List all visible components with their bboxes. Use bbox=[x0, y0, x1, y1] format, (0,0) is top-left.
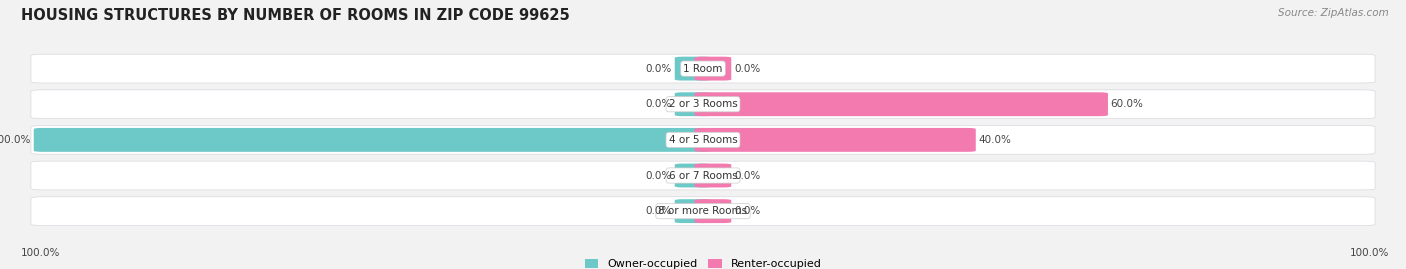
FancyBboxPatch shape bbox=[31, 54, 1375, 83]
Text: Source: ZipAtlas.com: Source: ZipAtlas.com bbox=[1278, 8, 1389, 18]
FancyBboxPatch shape bbox=[31, 161, 1375, 190]
Text: 6 or 7 Rooms: 6 or 7 Rooms bbox=[669, 171, 737, 180]
Legend: Owner-occupied, Renter-occupied: Owner-occupied, Renter-occupied bbox=[581, 254, 825, 269]
Text: 0.0%: 0.0% bbox=[734, 171, 761, 180]
FancyBboxPatch shape bbox=[695, 92, 1108, 116]
Text: 0.0%: 0.0% bbox=[734, 63, 761, 74]
FancyBboxPatch shape bbox=[675, 92, 711, 116]
Text: 40.0%: 40.0% bbox=[979, 135, 1011, 145]
FancyBboxPatch shape bbox=[695, 57, 731, 80]
FancyBboxPatch shape bbox=[695, 128, 976, 152]
Text: HOUSING STRUCTURES BY NUMBER OF ROOMS IN ZIP CODE 99625: HOUSING STRUCTURES BY NUMBER OF ROOMS IN… bbox=[21, 8, 569, 23]
Text: 100.0%: 100.0% bbox=[1350, 248, 1389, 258]
Text: 100.0%: 100.0% bbox=[21, 248, 60, 258]
Text: 2 or 3 Rooms: 2 or 3 Rooms bbox=[669, 99, 737, 109]
Text: 0.0%: 0.0% bbox=[645, 171, 672, 180]
Text: 8 or more Rooms: 8 or more Rooms bbox=[658, 206, 748, 216]
FancyBboxPatch shape bbox=[675, 199, 711, 223]
Text: 0.0%: 0.0% bbox=[645, 206, 672, 216]
FancyBboxPatch shape bbox=[31, 197, 1375, 225]
Text: 100.0%: 100.0% bbox=[0, 135, 31, 145]
FancyBboxPatch shape bbox=[675, 164, 711, 187]
FancyBboxPatch shape bbox=[34, 128, 711, 152]
Text: 4 or 5 Rooms: 4 or 5 Rooms bbox=[669, 135, 737, 145]
FancyBboxPatch shape bbox=[31, 90, 1375, 119]
Text: 60.0%: 60.0% bbox=[1111, 99, 1143, 109]
Text: 0.0%: 0.0% bbox=[734, 206, 761, 216]
FancyBboxPatch shape bbox=[695, 199, 731, 223]
FancyBboxPatch shape bbox=[31, 126, 1375, 154]
Text: 0.0%: 0.0% bbox=[645, 99, 672, 109]
FancyBboxPatch shape bbox=[675, 57, 711, 80]
Text: 0.0%: 0.0% bbox=[645, 63, 672, 74]
FancyBboxPatch shape bbox=[695, 164, 731, 187]
Text: 1 Room: 1 Room bbox=[683, 63, 723, 74]
